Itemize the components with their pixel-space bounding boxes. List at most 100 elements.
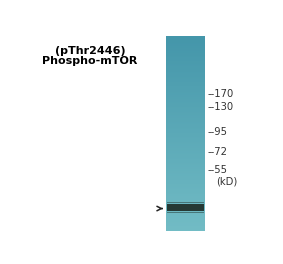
Bar [166, 194, 205, 195]
Bar [166, 209, 205, 210]
Bar [166, 79, 205, 80]
Bar [166, 201, 205, 202]
Bar [166, 127, 205, 128]
Bar [166, 228, 205, 229]
Bar [166, 128, 205, 129]
Bar [166, 118, 205, 119]
Bar [166, 95, 205, 96]
Bar [166, 154, 205, 155]
Bar [166, 183, 205, 184]
Bar [166, 174, 205, 175]
Bar [166, 213, 205, 214]
Bar [166, 226, 205, 227]
Bar [166, 208, 205, 209]
Bar [167, 202, 204, 203]
Bar [166, 38, 205, 39]
Bar [166, 199, 205, 200]
Bar [166, 93, 205, 94]
Bar [166, 191, 205, 192]
Text: (pThr2446): (pThr2446) [55, 46, 126, 56]
Bar [166, 162, 205, 163]
Bar [167, 202, 204, 203]
Bar [166, 130, 205, 131]
Bar [166, 85, 205, 86]
Bar [166, 76, 205, 77]
Bar [166, 134, 205, 135]
Bar [166, 99, 205, 100]
Bar [166, 39, 205, 40]
Bar [166, 177, 205, 178]
Bar [166, 36, 205, 37]
Bar [167, 212, 204, 213]
Bar [166, 42, 205, 43]
Bar [166, 147, 205, 148]
Bar [166, 102, 205, 103]
Bar [166, 113, 205, 114]
Bar [166, 121, 205, 122]
Bar [166, 68, 205, 69]
Bar [166, 218, 205, 219]
Bar [166, 225, 205, 226]
Bar [166, 37, 205, 38]
Bar [166, 179, 205, 180]
Bar [166, 182, 205, 183]
Bar [166, 91, 205, 92]
Bar [166, 207, 205, 208]
Bar [166, 216, 205, 217]
Bar [166, 109, 205, 110]
Bar [166, 75, 205, 76]
Bar [166, 166, 205, 167]
Bar [166, 102, 205, 103]
Bar [166, 80, 205, 81]
Bar [166, 160, 205, 161]
Bar [166, 47, 205, 48]
Bar [166, 151, 205, 152]
Bar [166, 172, 205, 173]
Bar [166, 142, 205, 143]
Bar [166, 214, 205, 215]
Bar [166, 69, 205, 70]
Bar [166, 171, 205, 172]
Bar [166, 222, 205, 223]
Bar [166, 108, 205, 109]
Bar [166, 100, 205, 101]
Bar [166, 200, 205, 201]
Bar [166, 165, 205, 166]
Bar [166, 139, 205, 140]
Bar [166, 175, 205, 176]
Bar [166, 187, 205, 188]
Bar [166, 62, 205, 63]
Bar [166, 148, 205, 149]
Bar [166, 67, 205, 68]
Bar [166, 95, 205, 96]
Bar [166, 119, 205, 120]
Text: --95: --95 [207, 127, 228, 137]
Bar [166, 56, 205, 57]
Bar [166, 117, 205, 118]
Bar [166, 45, 205, 46]
Bar [166, 99, 205, 100]
Bar [166, 125, 205, 126]
Bar [166, 53, 205, 54]
Bar [166, 177, 205, 178]
Bar [166, 158, 205, 159]
Bar [166, 123, 205, 124]
Bar [166, 114, 205, 115]
Bar [166, 63, 205, 64]
Bar [166, 202, 205, 203]
Bar [167, 212, 204, 213]
Bar [166, 156, 205, 157]
Bar [166, 158, 205, 159]
Bar [166, 188, 205, 189]
Bar [166, 50, 205, 51]
Bar [166, 153, 205, 154]
Bar [166, 116, 205, 117]
Bar [166, 54, 205, 55]
Bar [166, 212, 205, 213]
Bar [166, 197, 205, 198]
Bar [166, 82, 205, 83]
Bar [166, 89, 205, 90]
Bar [166, 138, 205, 139]
Bar [166, 140, 205, 141]
Bar [166, 145, 205, 146]
